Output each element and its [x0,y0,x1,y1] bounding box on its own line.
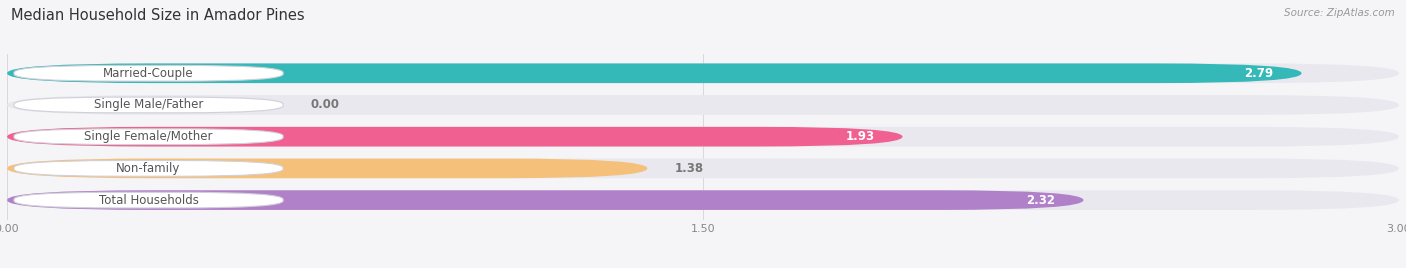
FancyBboxPatch shape [14,161,283,176]
FancyBboxPatch shape [14,97,283,113]
Text: Total Households: Total Households [98,193,198,207]
Text: 2.79: 2.79 [1244,67,1274,80]
FancyBboxPatch shape [7,190,1084,210]
FancyBboxPatch shape [14,129,283,144]
FancyBboxPatch shape [7,159,1399,178]
Text: 0.00: 0.00 [311,98,340,111]
Text: Single Male/Father: Single Male/Father [94,98,204,111]
Text: Source: ZipAtlas.com: Source: ZipAtlas.com [1284,8,1395,18]
Text: 1.38: 1.38 [675,162,704,175]
Text: Single Female/Mother: Single Female/Mother [84,130,212,143]
FancyBboxPatch shape [7,190,1399,210]
FancyBboxPatch shape [7,64,1399,83]
Text: Non-family: Non-family [117,162,181,175]
FancyBboxPatch shape [7,127,903,147]
FancyBboxPatch shape [7,127,1399,147]
FancyBboxPatch shape [7,64,1302,83]
FancyBboxPatch shape [7,159,647,178]
Text: 2.32: 2.32 [1026,193,1056,207]
Text: 1.93: 1.93 [845,130,875,143]
FancyBboxPatch shape [14,65,283,81]
Text: Median Household Size in Amador Pines: Median Household Size in Amador Pines [11,8,305,23]
Text: Married-Couple: Married-Couple [103,67,194,80]
FancyBboxPatch shape [14,192,283,208]
FancyBboxPatch shape [7,95,1399,115]
